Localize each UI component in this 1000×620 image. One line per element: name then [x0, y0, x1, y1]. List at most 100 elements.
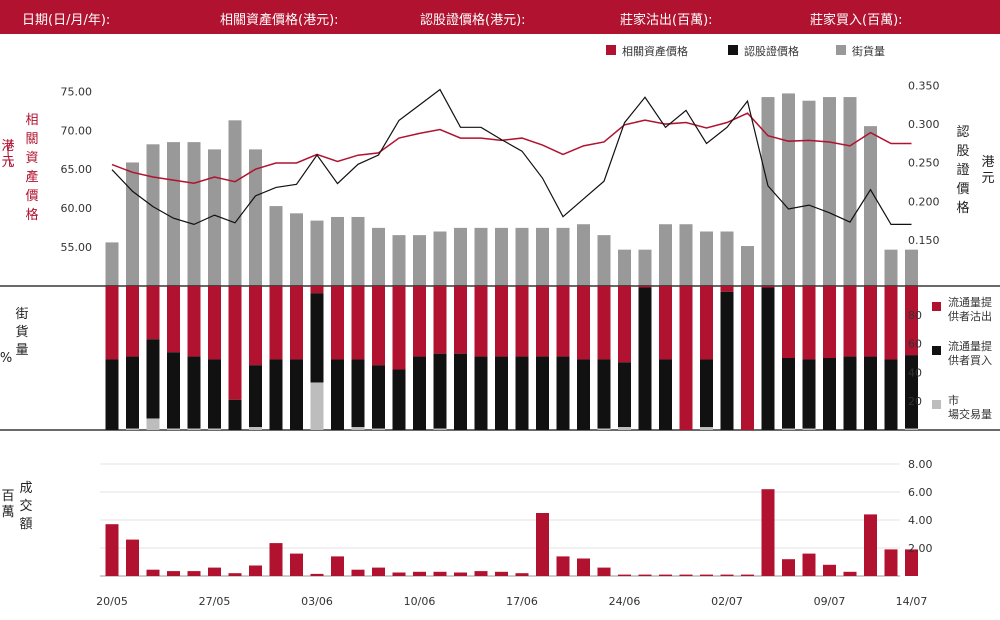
turnover-axis-unit-char: 百	[1, 489, 14, 504]
sold-bar	[433, 286, 447, 354]
x-tick-label: 20/05	[96, 595, 128, 608]
mix-legend-label: 流通量提	[948, 295, 992, 309]
legend-swatch	[606, 45, 616, 55]
bought-bar	[454, 353, 467, 430]
right-axis-title: 認股證價格	[956, 124, 969, 216]
market-bar	[310, 382, 324, 430]
bought-bar	[823, 358, 836, 430]
sold-bar	[597, 286, 611, 360]
volume-bar	[905, 249, 918, 286]
turnover-bar	[372, 567, 385, 576]
volume-bar	[105, 242, 119, 286]
sold-bar	[782, 286, 795, 358]
left-axis-title: 相關資產價格	[25, 113, 38, 223]
asset-price-label: 相關資產價格(港元):	[220, 13, 339, 28]
sold-bar	[638, 286, 652, 288]
volume-bar	[290, 213, 303, 286]
bought-bar	[700, 359, 713, 428]
left-axis-title-char: 相	[25, 113, 38, 128]
left-axis-title-char: 產	[25, 169, 38, 185]
volume-bar	[741, 246, 754, 286]
right-axis-unit: 港元	[981, 155, 994, 186]
turnover-bar	[187, 571, 201, 576]
legend-swatch	[836, 45, 846, 55]
right-axis-tick: 0.300	[908, 118, 940, 131]
sold-bar	[536, 286, 549, 357]
volume-bar	[126, 162, 139, 286]
mix-legend-swatch	[932, 400, 941, 409]
bought-bar	[413, 356, 426, 430]
left-axis-unit-char: 港	[1, 139, 14, 154]
market-bar	[167, 428, 180, 430]
market-bar	[146, 418, 160, 430]
turnover-axis-unit-char: 萬	[1, 505, 14, 520]
right-axis-unit-char: 港	[981, 155, 994, 170]
turnover-bar	[720, 574, 734, 576]
bought-bar	[536, 356, 549, 430]
sold-bar	[310, 286, 324, 294]
turnover-bar	[905, 549, 918, 576]
market-bar	[618, 427, 631, 430]
mix-legend-label: 供者沽出	[948, 309, 992, 323]
mix-legend-label: 市	[948, 393, 959, 407]
bought-bar	[474, 356, 488, 430]
mix-axis-tick: 20	[908, 395, 922, 408]
turnover-axis-tick: 2.00	[908, 542, 933, 555]
volume-bar	[351, 216, 365, 286]
volume-bar	[269, 206, 283, 286]
left-axis-title-char: 資	[25, 151, 38, 166]
bought-bar	[290, 359, 303, 430]
bought-bar	[843, 356, 857, 430]
mix-axis-tick: 60	[908, 338, 922, 351]
volume-bar	[843, 97, 857, 286]
sold-bar	[249, 286, 262, 366]
mix-axis-tick: 80	[908, 309, 922, 322]
sold-bar	[351, 286, 365, 360]
header-bar: 日期(日/月/年): 相關資產價格(港元): 認股證價格(港元): 莊家沽出(百…	[0, 0, 1000, 34]
volume-bar	[474, 227, 488, 286]
market-bar	[187, 428, 201, 430]
volume-bar	[187, 142, 201, 286]
mix-legend-label: 流通量提	[948, 339, 992, 353]
market-bar	[700, 427, 713, 430]
bought-bar	[105, 359, 119, 430]
volume-bar	[331, 216, 344, 286]
right-axis-tick: 0.200	[908, 195, 940, 208]
market-bar	[802, 428, 816, 430]
volume-bar	[167, 142, 180, 286]
mix-axis-unit-char: %	[0, 351, 12, 366]
left-axis-tick: 75.00	[61, 85, 93, 98]
warrant-price-label: 認股證價格(港元):	[420, 13, 526, 28]
volume-bar	[433, 231, 447, 286]
volume-bar	[515, 227, 529, 286]
bought-bar	[146, 339, 160, 419]
turnover-bar	[392, 572, 406, 576]
volume-bar	[720, 231, 734, 286]
volume-bar	[413, 235, 426, 286]
turnover-bar	[208, 567, 221, 576]
bought-bar	[372, 365, 385, 429]
volume-bar	[700, 231, 713, 286]
volume-bar	[495, 227, 508, 286]
bought-bar	[577, 359, 590, 430]
turnover-bar	[802, 553, 816, 576]
x-tick-label: 09/07	[814, 595, 846, 608]
left-axis-title-char: 關	[25, 132, 38, 147]
turnover-axis-tick: 4.00	[908, 514, 933, 527]
left-paren	[7, 139, 13, 167]
turnover-bar	[843, 571, 857, 576]
turnover-bar	[556, 556, 570, 576]
warrant-price-line	[111, 88, 912, 226]
turnover-bar	[659, 574, 672, 576]
left-axis-title-char: 價	[25, 189, 38, 204]
volume-bar	[556, 227, 570, 286]
turnover-bar	[577, 558, 590, 576]
turnover-bar	[249, 565, 262, 576]
mix-axis-title-char: 街	[15, 307, 28, 322]
sold-bar	[372, 286, 385, 366]
sold-bar	[331, 286, 344, 360]
sold-bar	[515, 286, 529, 357]
sold-bar	[474, 286, 488, 357]
market-bar	[782, 428, 795, 430]
